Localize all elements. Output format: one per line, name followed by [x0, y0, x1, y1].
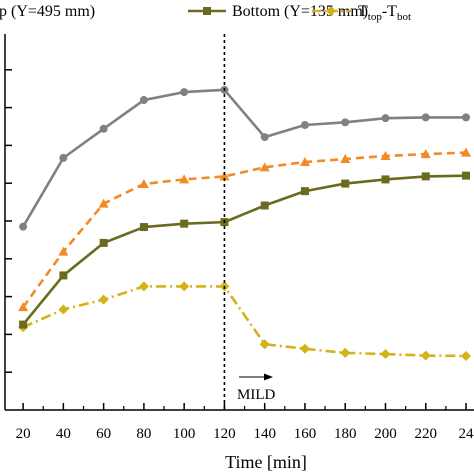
- data-point: [462, 113, 470, 122]
- x-tick-label: 200: [374, 426, 397, 442]
- data-point: [19, 222, 28, 231]
- legend-marker-bottom: [203, 7, 211, 15]
- x-ticks: 20 40 60 80 100 120 140 160 180 200 220 24: [16, 403, 474, 442]
- data-point: [59, 153, 68, 162]
- legend-marker-diff: [326, 6, 336, 16]
- data-point: [99, 124, 108, 133]
- legend: p (Y=495 mm) Bottom (Y=135 mm) Ttop-Tbot: [0, 3, 411, 23]
- data-point: [139, 223, 148, 232]
- data-point: [259, 339, 270, 350]
- mild-arrow-head-icon: [264, 373, 273, 381]
- data-point: [98, 294, 109, 305]
- data-point: [260, 201, 269, 210]
- data-point: [381, 175, 390, 184]
- data-point: [259, 162, 270, 172]
- data-point: [420, 149, 431, 159]
- data-point: [98, 198, 109, 208]
- data-point: [341, 118, 350, 127]
- x-axis-title: Time [min]: [225, 452, 307, 472]
- series-line-0: [21, 88, 466, 228]
- data-point: [340, 347, 351, 358]
- data-point: [179, 281, 190, 292]
- data-point: [300, 187, 309, 196]
- x-tick-label: 20: [16, 426, 31, 442]
- data-point: [421, 113, 430, 122]
- legend-label-top: p (Y=495 mm): [0, 3, 95, 20]
- x-tick-label: 24: [459, 426, 474, 442]
- data-point: [421, 172, 430, 181]
- data-point: [19, 320, 28, 329]
- x-tick-label: 120: [213, 426, 236, 442]
- x-tick-label: 220: [414, 426, 437, 442]
- data-point: [139, 96, 148, 105]
- data-point: [341, 179, 350, 188]
- data-point: [300, 120, 309, 129]
- x-tick-label: 80: [136, 426, 151, 442]
- series-line-1: [22, 174, 467, 326]
- data-point: [340, 154, 351, 164]
- data-point: [180, 88, 189, 97]
- data-point: [59, 271, 68, 280]
- data-point: [260, 133, 269, 142]
- x-tick-label: 60: [96, 426, 111, 442]
- series-line-2: [22, 285, 467, 358]
- data-point: [58, 246, 69, 256]
- data-point: [380, 150, 391, 160]
- data-point: [138, 178, 149, 188]
- data-point: [138, 281, 149, 292]
- x-tick-label: 40: [56, 426, 71, 442]
- data-point: [99, 238, 108, 247]
- data-point: [180, 219, 189, 228]
- mild-label: MILD: [237, 387, 275, 403]
- x-tick-label: 180: [334, 426, 357, 442]
- data-point: [18, 302, 29, 312]
- data-point: [299, 157, 310, 167]
- legend-label-bottom: Bottom (Y=135 mm): [232, 3, 368, 20]
- data-point: [420, 350, 431, 361]
- data-point: [58, 304, 69, 315]
- series-line-3: [22, 151, 467, 308]
- series-layer: [18, 85, 471, 361]
- x-tick-label: 140: [253, 426, 276, 442]
- data-point: [461, 147, 471, 157]
- data-point: [299, 343, 310, 354]
- data-point: [219, 171, 230, 181]
- mild-annotation: MILD: [237, 373, 275, 403]
- x-tick-label: 160: [294, 426, 317, 442]
- data-point: [381, 114, 390, 123]
- data-point: [461, 350, 471, 361]
- data-point: [380, 349, 391, 360]
- data-point: [179, 174, 190, 184]
- y-ticks: [5, 69, 12, 373]
- x-tick-label: 100: [173, 426, 196, 442]
- legend-label-diff: Ttop-Tbot: [358, 3, 411, 23]
- data-point: [462, 171, 470, 180]
